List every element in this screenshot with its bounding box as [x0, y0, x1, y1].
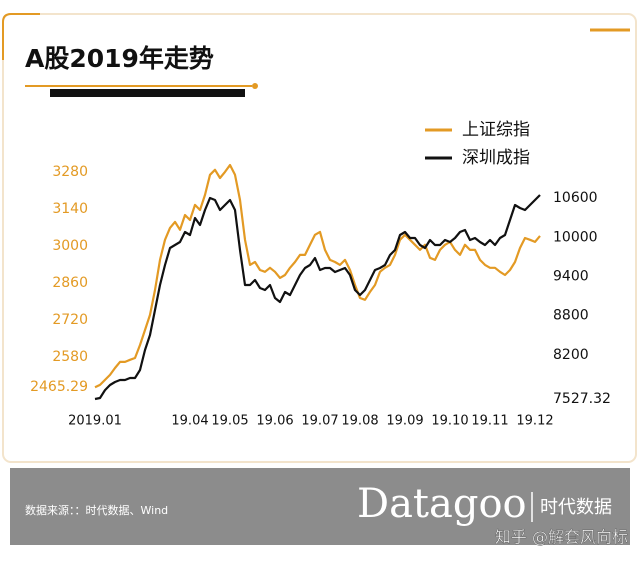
x-tick-label: 19.05 [211, 414, 248, 429]
x-tick-label: 19.11 [471, 414, 508, 429]
series-line [94, 194, 541, 401]
legend-label: 深圳成指 [462, 148, 530, 168]
corner-accent [2, 13, 40, 60]
x-tick-label: 19.04 [171, 414, 208, 429]
y-tick-label: 2580 [52, 349, 88, 365]
y2-tick-label: 10600 [553, 190, 598, 206]
title-dot [252, 83, 258, 89]
x-tick-label: 19.08 [341, 414, 378, 429]
x-tick-label: 19.07 [301, 414, 338, 429]
title-bar [50, 89, 245, 97]
footer-band [10, 468, 630, 545]
y2-tick-label: 8800 [553, 308, 589, 324]
y2-tick-label: 9400 [553, 269, 589, 285]
x-tick-label: 2019.01 [68, 414, 122, 429]
card [2, 13, 637, 463]
source-note: 数据来源：：时代数据、Wind [25, 503, 168, 517]
y2-tick-label: 8200 [553, 347, 589, 363]
x-tick-label: 19.09 [386, 414, 423, 429]
brand-cn: 时代数据 [540, 497, 612, 518]
brand: Datagoo [357, 481, 527, 527]
y-tick-label: 2465.29 [30, 379, 88, 395]
y2-tick-label: 7527.32 [553, 391, 611, 407]
watermark: 知乎 @解套风向标 [495, 528, 628, 547]
y-tick-label: 3280 [52, 164, 88, 180]
series-line [94, 163, 541, 389]
x-tick-label: 19.12 [516, 414, 553, 429]
y2-tick-label: 10000 [553, 229, 598, 245]
x-tick-label: 19.06 [256, 414, 293, 429]
chart-title: A股2019年走势 [25, 44, 214, 73]
x-tick-label: 19.10 [431, 414, 468, 429]
y-tick-label: 2860 [52, 275, 88, 291]
y-tick-label: 2720 [52, 312, 88, 328]
legend-label: 上证综指 [462, 120, 530, 140]
y-tick-label: 3140 [52, 201, 88, 217]
y-tick-label: 3000 [52, 238, 88, 254]
